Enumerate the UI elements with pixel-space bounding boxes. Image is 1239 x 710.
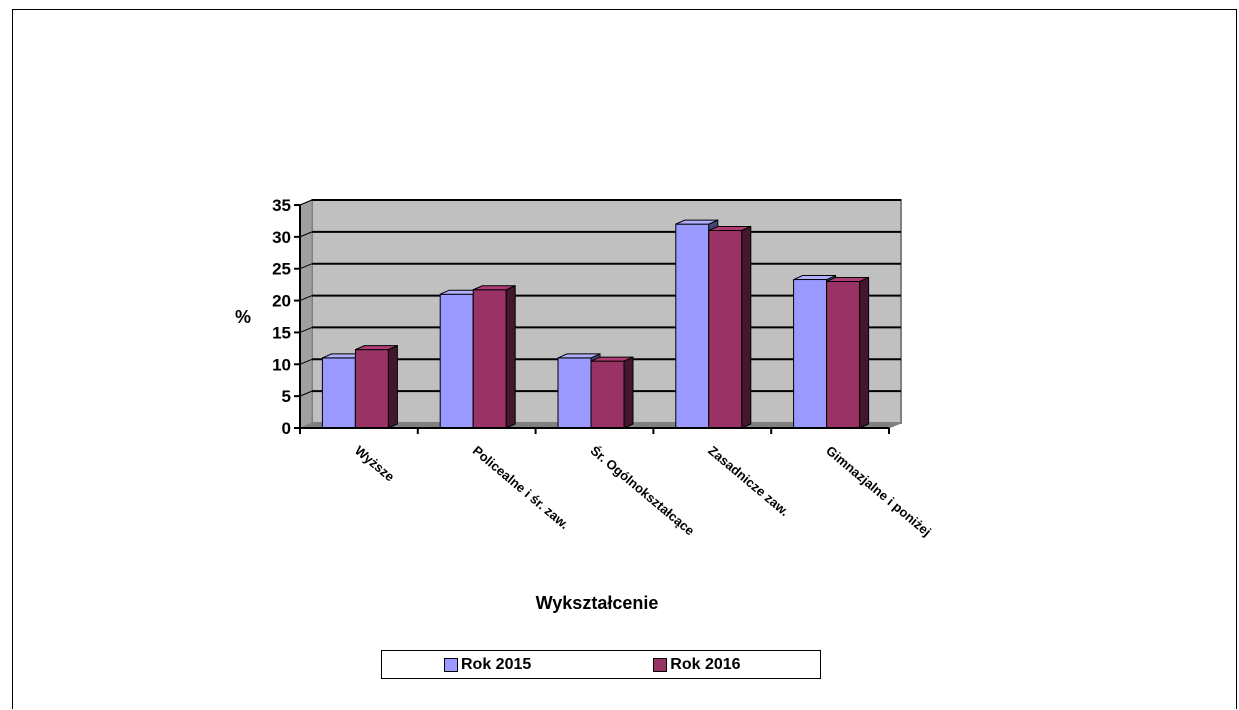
x-tick-label: Policealne i śr. zaw.: [470, 443, 572, 532]
chart-frame: [12, 9, 1237, 709]
y-tick-label: 5: [282, 387, 291, 406]
legend-label-series-1: Rok 2015: [461, 655, 532, 673]
bar-top-series-2-4: [708, 225, 752, 231]
y-tick-label: 35: [272, 196, 291, 215]
bar-series-2-3: [590, 360, 625, 429]
x-tick-label: Śr. Ogólnokształcące: [588, 443, 698, 539]
bar-side-series-2-5: [859, 276, 870, 429]
bar-top-series-2-3: [590, 356, 634, 362]
bar-series-2-4: [708, 229, 743, 429]
gridline-side: [299, 231, 313, 238]
y-tick-label: 25: [272, 260, 291, 279]
legend-item-series-2: Rok 2016: [653, 655, 741, 674]
x-tick-label: Wyższe: [352, 443, 397, 485]
bar-side-series-2-4: [741, 225, 752, 429]
bar-series-1-3: [557, 357, 592, 429]
legend-swatch-series-2: [653, 657, 668, 672]
bar-series-2-2: [472, 289, 507, 429]
y-tick-label: 0: [282, 419, 291, 438]
x-tick-label: Zasadnicze zaw.: [705, 443, 792, 519]
bar-top-series-1-4: [675, 219, 719, 225]
y-tick-label: 15: [272, 323, 291, 342]
x-tick-label: Gimnazjalne i poniżej: [823, 443, 934, 539]
y-tick-label: 20: [272, 292, 291, 311]
y-tick-label: 10: [272, 355, 291, 374]
bar-top-series-1-3: [557, 353, 601, 359]
gridline-side: [299, 390, 313, 397]
y-tick-label: 30: [272, 228, 291, 247]
bar-series-2-1: [354, 349, 389, 429]
bar-series-1-2: [439, 293, 474, 429]
gridline-side: [299, 326, 313, 333]
bar-side-series-2-2: [505, 284, 516, 429]
gridline-side: [299, 295, 313, 302]
bar-side-series-2-1: [387, 344, 398, 429]
bar-top-series-2-5: [826, 276, 869, 282]
bar-series-2-5: [826, 280, 861, 429]
gridline-side: [299, 263, 313, 270]
bar-top-series-2-1: [355, 345, 398, 351]
gridline-side: [299, 358, 313, 365]
bar-series-1-1: [321, 357, 356, 429]
bar-side-series-2-3: [623, 356, 634, 429]
legend: Rok 2015 Rok 2016: [381, 650, 821, 679]
bar-series-1-4: [675, 223, 710, 429]
x-axis-title: Wykształcenie: [536, 593, 659, 613]
bar-series-1-5: [793, 279, 828, 429]
legend-item-series-1: Rok 2015: [444, 656, 531, 674]
gridline-side: [299, 199, 313, 206]
bar-top-series-2-2: [472, 285, 516, 291]
bars-group: [321, 219, 870, 429]
legend-label-series-2: Rok 2016: [670, 655, 741, 673]
legend-swatch-series-1: [444, 657, 458, 672]
y-axis-title: %: [235, 307, 251, 327]
bar-top-series-1-5: [793, 275, 836, 281]
